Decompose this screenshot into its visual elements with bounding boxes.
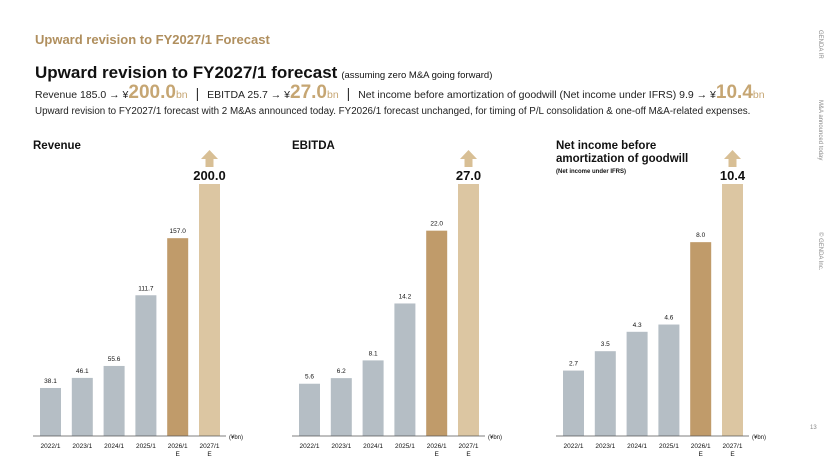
kpi-ni-label: Net income before amortization of goodwi… (358, 89, 716, 101)
bar (362, 360, 384, 436)
kpi-revenue-value: 200.0 (128, 82, 176, 103)
up-arrow-icon (460, 150, 477, 167)
kpi-revenue-unit: bn (175, 89, 188, 101)
bar (299, 383, 320, 436)
revenue-chart-title: Revenue (33, 140, 81, 152)
bar (690, 242, 712, 436)
data-label: 5.6 (305, 374, 314, 381)
bar (135, 295, 157, 436)
kpi-ebitda-value: 27.0 (290, 82, 327, 103)
tick-label: E (466, 451, 471, 458)
bar (722, 184, 743, 436)
side-note: M&A announced today (817, 100, 823, 161)
bar (40, 387, 61, 436)
tick-label: E (207, 451, 212, 458)
tick-label: 2023/1 (72, 443, 92, 450)
bar (594, 351, 616, 436)
tick-label: 2024/1 (104, 443, 124, 450)
kpi-ni-value: 10.4 (715, 82, 753, 103)
kpi-summary: Revenue 185.0 → ¥200.0bn | EBITDA 25.7 →… (35, 82, 765, 104)
tick-label: E (176, 451, 181, 458)
kpi-revenue-label: Revenue 185.0 → ¥ (35, 89, 129, 101)
side-copyright: © GENDA Inc. (817, 232, 823, 271)
data-label: 6.2 (337, 368, 346, 375)
tick-label: E (435, 451, 440, 458)
data-label: 4.6 (664, 315, 673, 322)
tick-label: 2027/1 (459, 443, 479, 450)
kpi-ni-unit: bn (752, 89, 765, 101)
up-arrow-icon (201, 150, 218, 167)
data-label: 3.5 (601, 341, 610, 348)
tick-label: 2025/1 (395, 443, 415, 450)
ebitda-chart: EBITDA 5.6 2022/1 6.2 2023/1 8.1 2024/1 14.2 20… (292, 140, 522, 467)
data-label: 4.3 (633, 322, 642, 329)
data-label: 46.1 (76, 368, 89, 375)
tick-label: 2026/1 (691, 443, 711, 450)
data-label: 111.7 (138, 285, 154, 292)
data-label: 22.0 (430, 221, 443, 228)
data-label: 200.0 (193, 168, 226, 183)
data-label: 38.1 (44, 378, 57, 385)
tick-label: 2022/1 (41, 443, 61, 450)
bar (394, 303, 416, 436)
page-title: Upward revision to FY2027/1 forecast (ass… (35, 63, 492, 83)
bar (658, 324, 680, 436)
kpi-separator: | (346, 85, 351, 101)
data-label: 8.1 (369, 350, 378, 357)
tick-label: 2026/1 (168, 443, 188, 450)
unit-label: (¥bn) (229, 435, 243, 441)
bar (199, 184, 220, 436)
kpi-ebitda-unit: bn (326, 89, 339, 101)
data-label: 14.2 (399, 293, 412, 300)
tick-label: 2024/1 (363, 443, 383, 450)
bar (167, 238, 189, 436)
tick-label: 2026/1 (427, 443, 447, 450)
bar (330, 378, 352, 436)
tick-label: 2025/1 (659, 443, 679, 450)
page-number: 13 (810, 425, 817, 431)
data-label: 10.4 (720, 168, 746, 183)
bar (626, 331, 648, 436)
kpi-ebitda-label: EBITDA 25.7 → ¥ (207, 89, 290, 101)
up-arrow-icon (724, 150, 741, 167)
bar (71, 377, 93, 436)
revenue-chart-plot: 38.1 2022/1 46.1 2023/1 55.6 2024/1 111.7 2025/… (33, 150, 243, 458)
tick-label: 2022/1 (300, 443, 320, 450)
ebitda-chart-plot: 5.6 2022/1 6.2 2023/1 8.1 2024/1 14.2 2025/1 22.… (292, 150, 502, 458)
ebitda-chart-title: EBITDA (292, 140, 335, 152)
bar (103, 365, 125, 436)
data-label: 27.0 (456, 168, 481, 183)
net-income-chart-subtitle: (Net income under IFRS) (556, 169, 627, 175)
net-income-chart-title: Net income before amortization of goodwi… (556, 140, 689, 165)
revenue-chart: Revenue 38.1 2022/1 46.1 2023/1 55.6 2024/1 11… (33, 140, 263, 467)
data-label: 157.0 (170, 228, 187, 235)
bar (426, 230, 448, 436)
net-income-chart-plot: 2.7 2022/1 3.5 2023/1 4.3 2024/1 4.6 2025/1 8.0 2… (556, 150, 766, 458)
tick-label: 2025/1 (136, 443, 156, 450)
bar (563, 370, 584, 436)
data-label: 55.6 (108, 356, 121, 363)
tick-label: 2023/1 (331, 443, 351, 450)
bar (458, 184, 479, 436)
tick-label: 2023/1 (595, 443, 615, 450)
tick-label: E (730, 451, 735, 458)
subtitle: Upward revision to FY2027/1 forecast wit… (35, 106, 751, 117)
page-title-text: Upward revision to FY2027/1 forecast (35, 63, 338, 82)
section-title: Upward revision to FY2027/1 Forecast (35, 32, 270, 47)
data-label: 8.0 (696, 232, 705, 239)
tick-label: E (699, 451, 704, 458)
side-company: GENDA IR (817, 30, 823, 59)
tick-label: 2022/1 (564, 443, 584, 450)
tick-label: 2027/1 (723, 443, 743, 450)
tick-label: 2024/1 (627, 443, 647, 450)
page-title-note: (assuming zero M&A going forward) (341, 70, 493, 81)
unit-label: (¥bn) (488, 435, 502, 441)
unit-label: (¥bn) (752, 435, 766, 441)
net-income-chart: Net income before amortization of goodwi… (556, 140, 786, 467)
kpi-separator: | (195, 85, 200, 101)
tick-label: 2027/1 (200, 443, 220, 450)
data-label: 2.7 (569, 361, 578, 368)
